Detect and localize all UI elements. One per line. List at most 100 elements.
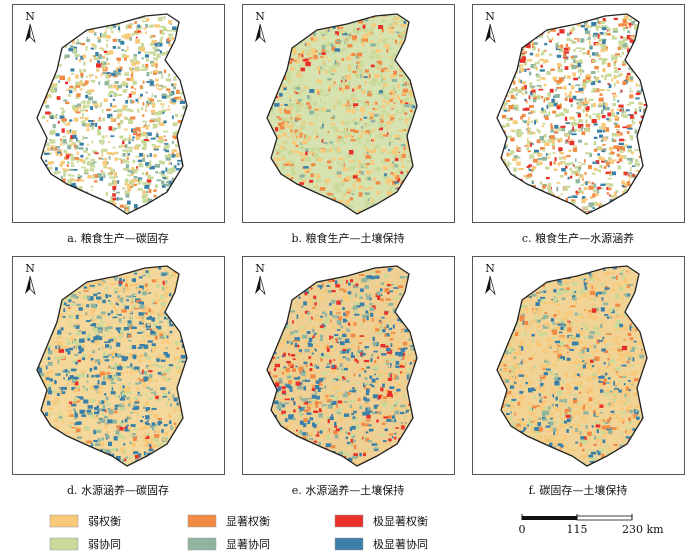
map-pixel (387, 126, 390, 130)
map-pixel (523, 85, 527, 90)
map-pixel (136, 27, 140, 31)
map-pixel (96, 296, 102, 300)
map-pixel (165, 149, 169, 153)
map-pixel (578, 165, 582, 168)
map-pixel (119, 120, 123, 125)
map-pixel (148, 397, 153, 401)
map-pixel (361, 130, 365, 134)
map-pixel (326, 182, 328, 186)
map-pixel (586, 38, 589, 41)
map-pixel (595, 113, 601, 118)
map-pixel (55, 146, 61, 149)
map-pixel (300, 142, 303, 145)
map-pixel (582, 79, 588, 84)
map-pixel (372, 22, 375, 25)
map-pixel (292, 140, 297, 145)
map-pixel (279, 92, 283, 97)
map-pixel (361, 72, 364, 78)
map-pixel (54, 87, 57, 93)
map-pixel (323, 149, 328, 151)
map-pixel (565, 155, 571, 158)
map-pixel (382, 76, 386, 80)
map-pixel (127, 46, 129, 51)
map-pixel (155, 171, 159, 174)
map-pixel (149, 445, 152, 450)
map-pixel (125, 25, 129, 30)
map-pixel (142, 190, 146, 195)
map-pixel (302, 140, 308, 145)
map-pixel (142, 142, 147, 145)
map-pixel (112, 84, 118, 89)
map-pixel (578, 162, 581, 164)
map-pixel (531, 169, 533, 173)
map-pixel (71, 178, 74, 181)
map-pixel (600, 204, 604, 208)
map-pixel (275, 148, 281, 152)
map-pixel (331, 193, 335, 198)
map-pixel (559, 50, 564, 53)
map-pixel (548, 111, 551, 116)
map-pixel (172, 164, 175, 167)
map-pixel (351, 189, 355, 192)
map-pixel (564, 97, 568, 101)
map-pixel (124, 57, 127, 61)
map-pixel (516, 128, 522, 133)
map-pixel (598, 57, 603, 61)
map-pixel (371, 51, 376, 55)
map-pixel (74, 157, 79, 160)
map-pixel (638, 106, 642, 109)
map-pixel (135, 36, 138, 39)
map-pixel (532, 46, 536, 51)
map-pixel (622, 63, 626, 66)
map-pixel (591, 103, 595, 108)
map-pixel (597, 115, 601, 120)
map-pixel (583, 159, 586, 163)
map-pixel (347, 98, 351, 103)
north-label: N (485, 10, 495, 23)
map-pixel (174, 113, 179, 117)
map-pixel (618, 158, 623, 162)
map-pixel (382, 118, 385, 121)
map-pixel (110, 176, 116, 179)
map-pixel (543, 59, 549, 63)
map-pixel (518, 168, 524, 170)
map-pixel (361, 91, 366, 94)
map-pixel (162, 287, 166, 291)
map-pixel (332, 84, 335, 87)
map-pixel (174, 135, 177, 140)
map-pixel (626, 35, 632, 40)
map-pixel (585, 30, 591, 35)
map-pixel (131, 443, 136, 447)
map-pixel (123, 55, 130, 58)
map-pixel (535, 66, 538, 71)
map-pixel (569, 63, 574, 67)
map-pixel (359, 61, 363, 66)
map-pixel (365, 166, 368, 169)
map-pixel (593, 183, 597, 188)
map-pixel (356, 109, 359, 112)
map-pixel (59, 75, 65, 80)
map-pixel (407, 146, 410, 151)
map-pixel (86, 161, 92, 166)
map-pixel (290, 66, 295, 71)
map-pixel (147, 283, 151, 286)
map-pixel (85, 147, 89, 151)
map-pixel (333, 81, 336, 85)
map-pixel (616, 112, 620, 115)
map-pixel (370, 55, 375, 60)
map-pixel (57, 341, 63, 346)
map-pixel (130, 109, 134, 113)
map-pixel (280, 149, 283, 153)
map-pixel (124, 72, 130, 76)
map-pixel (600, 21, 605, 24)
map-pixel (351, 119, 357, 122)
map-pixel (76, 93, 81, 97)
map-pixel (561, 126, 565, 132)
map-pixel (281, 118, 286, 121)
map-pixel (122, 153, 126, 157)
map-pixel (168, 180, 173, 186)
map-pixel (63, 149, 68, 153)
map-pixel (596, 203, 601, 206)
map-pixel (563, 58, 567, 63)
map-pixel (598, 38, 603, 42)
